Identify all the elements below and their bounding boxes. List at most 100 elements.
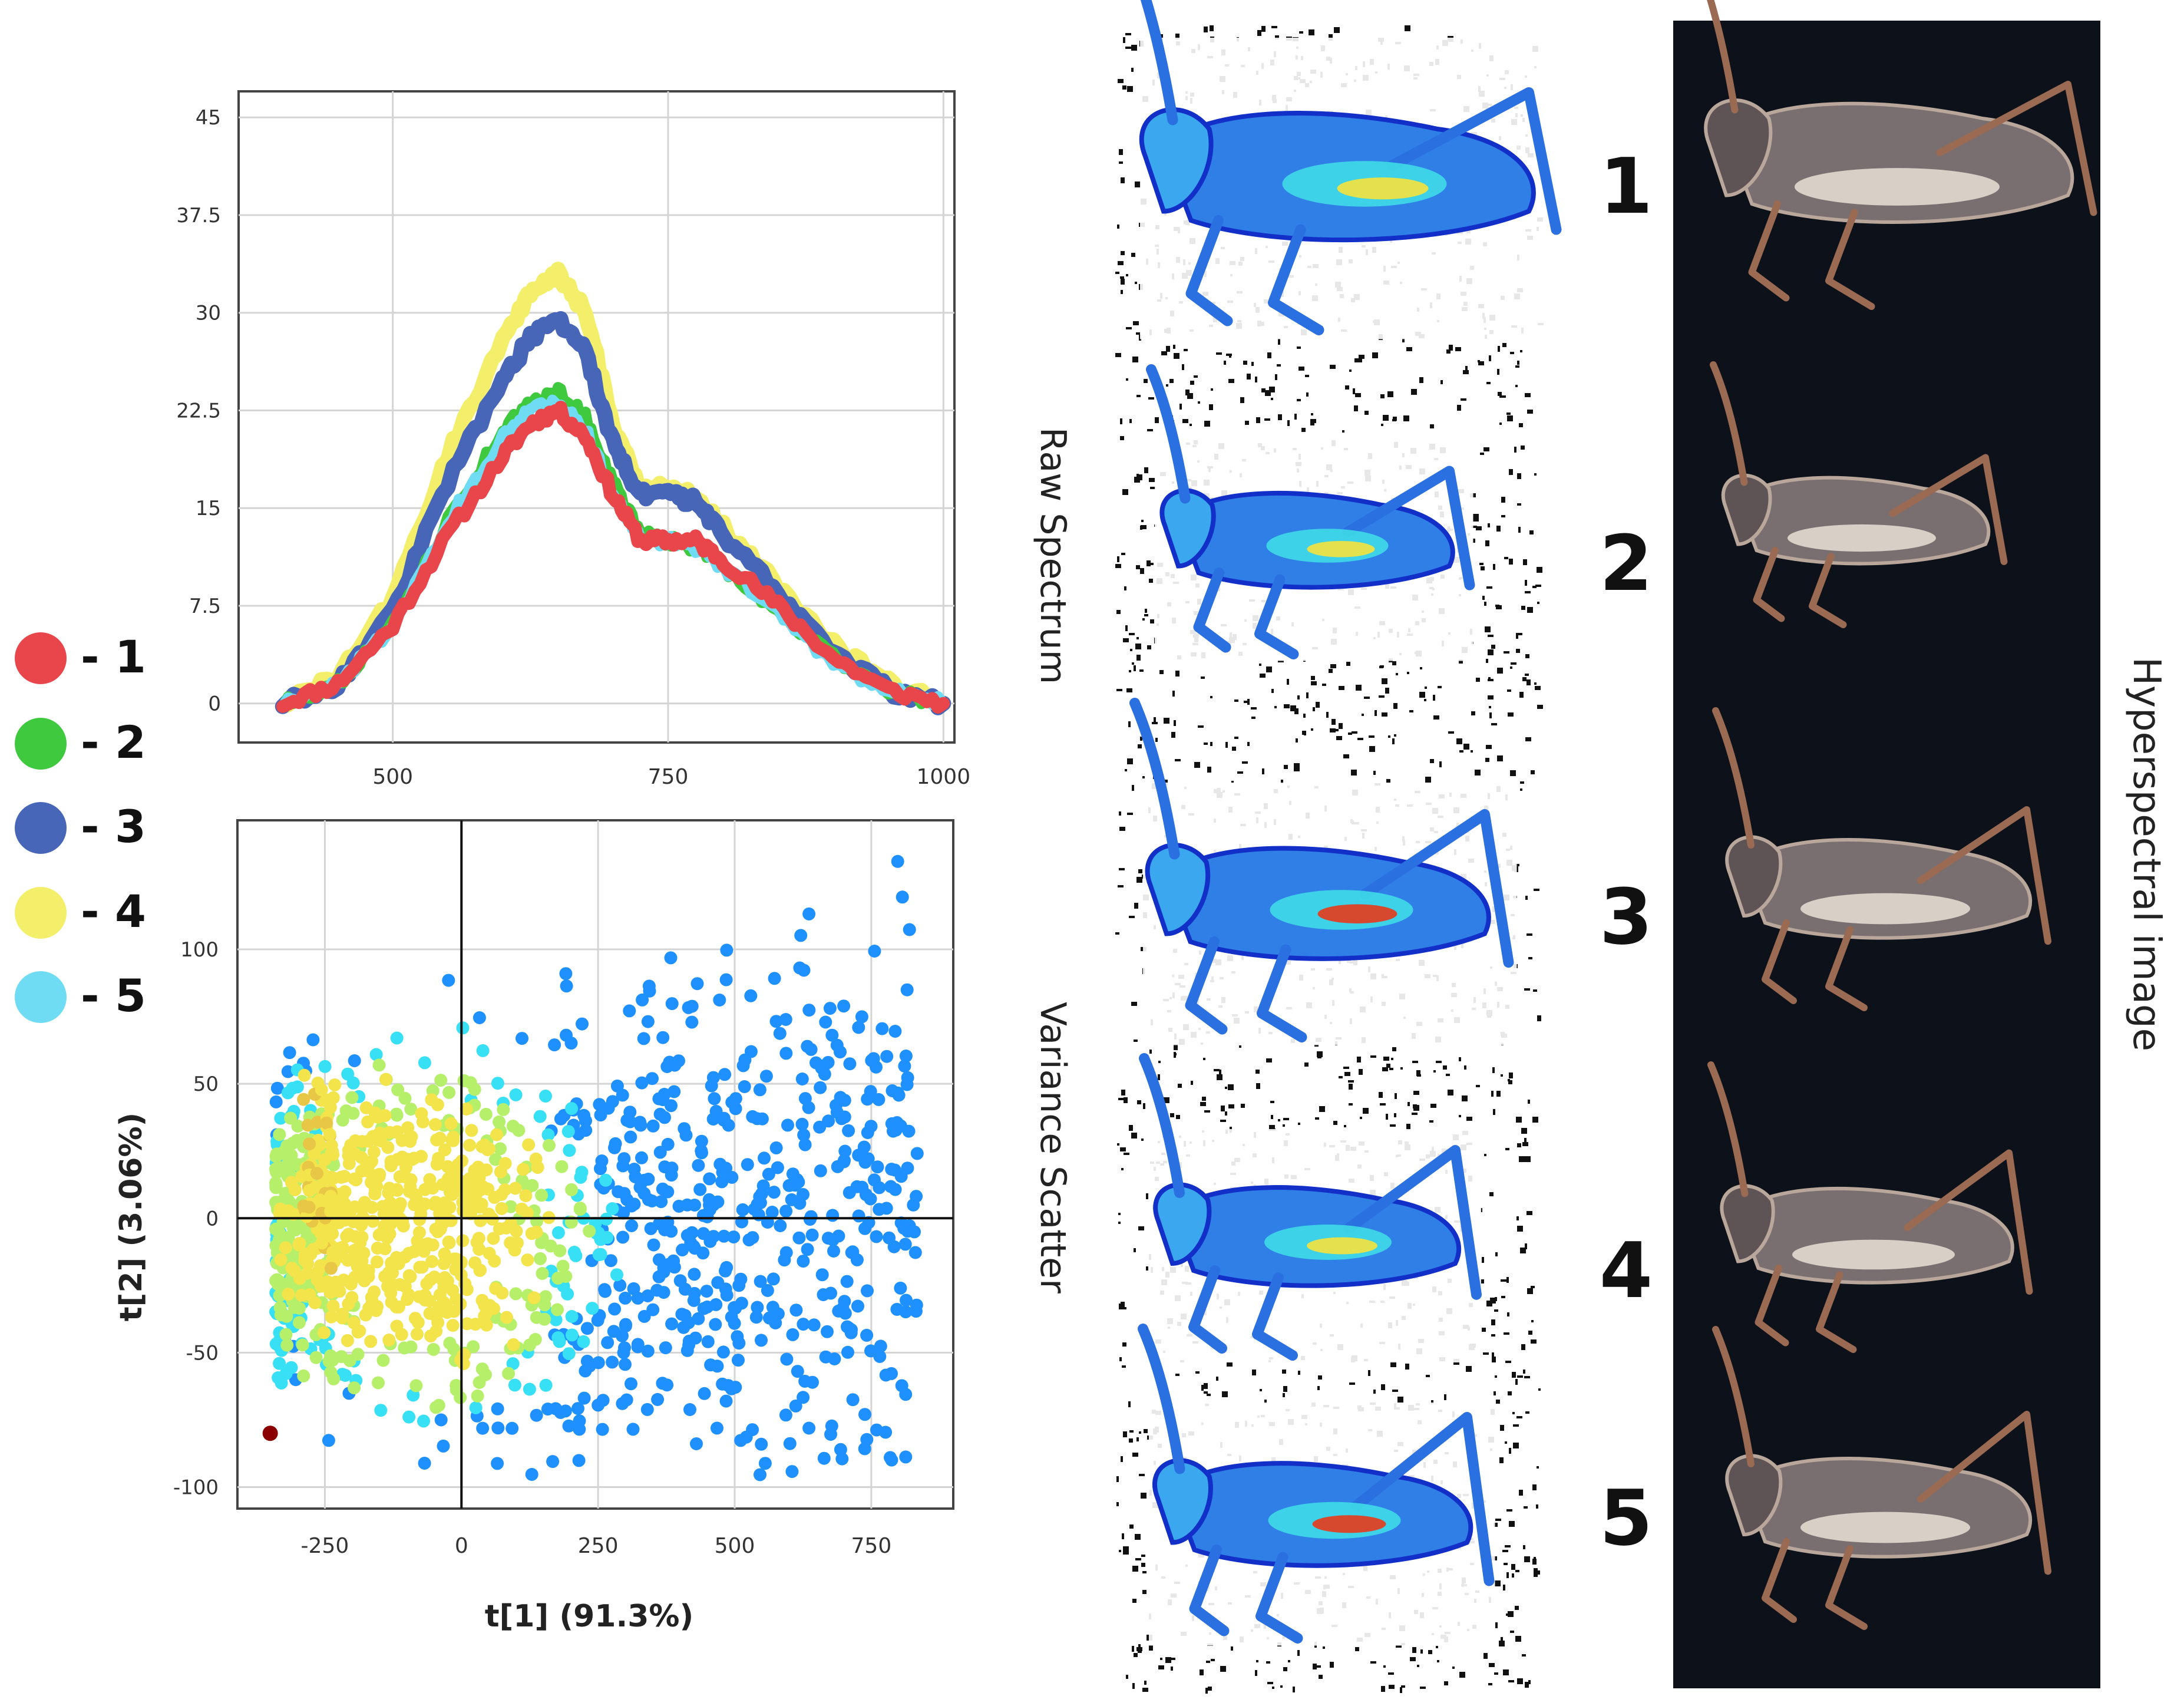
noise-speck [1141,520,1144,522]
noise-speck [1480,1279,1484,1283]
scatter-point [700,1285,713,1298]
scatter-point [888,1025,902,1038]
noise-speck [1158,1074,1160,1080]
variance-insect-hotspot [1312,1515,1386,1533]
scatter-point [786,1328,799,1341]
noise-speck [1531,1320,1534,1322]
noise-speck [1501,1074,1503,1077]
noise-speck [1528,1100,1530,1104]
noise-speck [1226,354,1232,356]
scatter-point [392,1201,406,1215]
scatter-point [511,1236,524,1250]
legend-swatch-blue [15,802,67,854]
scatter-point [329,1216,343,1230]
scatter-point [418,1457,431,1470]
scatter-point [409,1379,423,1392]
scatter-point [454,1391,467,1404]
scatter-point [705,1079,718,1093]
scatter-point [855,1010,868,1024]
noise-speck [1486,382,1491,384]
noise-speck [1231,1646,1233,1651]
noise-speck [1203,1058,1205,1060]
noise-speck [1522,677,1527,681]
noise-speck [1515,1570,1519,1572]
scatter-y-axis-label: t[2] (3.06%) [114,1113,149,1322]
scatter-point [342,1298,355,1311]
scatter-point [583,1225,596,1238]
scatter-point [668,1085,681,1098]
scatter-point [814,1164,827,1177]
noise-speck [1184,349,1188,351]
noise-speck [1119,868,1125,870]
noise-speck [1504,557,1508,559]
noise-speck [1311,681,1317,685]
noise-speck [1207,1394,1211,1396]
scatter-point [577,1335,590,1348]
hyperspectral-insect-head [1725,835,1783,918]
scatter-point [755,1334,768,1347]
noise-speck [1309,29,1314,35]
noise-speck [1478,360,1480,362]
scatter-point [508,1378,521,1392]
scatter-point [695,1134,708,1148]
scatter-zero-axes [237,820,953,1509]
noise-speck [1390,1124,1396,1127]
scatter-point [692,1159,705,1172]
scatter-point [651,1392,665,1406]
noise-speck [1283,1393,1285,1397]
noise-speck [1120,276,1124,279]
legend-item-4: - 4 [15,882,156,941]
noise-speck [1537,705,1543,709]
legend-item-1: - 1 [15,628,156,687]
scatter-point [318,1060,332,1073]
noise-speck [1449,345,1453,351]
noise-speck [1382,712,1387,717]
scatter-point [902,1124,916,1138]
scatter-point [345,1091,359,1104]
noise-speck [1161,34,1163,40]
scatter-point [372,1058,386,1072]
noise-speck [1278,660,1284,662]
scatter-point [399,1161,412,1174]
noise-speck [1228,1104,1234,1108]
noise-speck [1132,357,1138,362]
scatter-point [374,1404,388,1417]
noise-speck [1275,374,1277,380]
scatter-point [309,1351,323,1364]
variance-insect-head [1145,843,1211,936]
noise-speck [1501,497,1505,503]
scatter-point [697,1302,711,1315]
scatter-point [327,1372,341,1385]
hyperspectral-images-panel [1673,0,2100,1688]
scatter-point [297,1093,310,1106]
noise-speck [1118,79,1124,83]
noise-speck [1436,1061,1442,1063]
noise-speck [1142,618,1145,621]
noise-speck [1179,404,1182,410]
noise-speck [1506,1509,1512,1512]
noise-speck [1121,1168,1124,1170]
scatter-point [690,1437,703,1450]
noise-speck [1489,1192,1494,1196]
noise-speck [1333,729,1339,731]
variance-insect-hotspot [1337,177,1429,200]
noise-speck [1125,33,1131,35]
scatter-point [315,1236,329,1250]
noise-speck [1251,707,1257,710]
scatter-point [539,1378,553,1392]
scatter-point [673,1274,687,1288]
noise-speck [1154,717,1156,723]
noise-speck [1271,398,1273,400]
scatter-point [494,1142,507,1156]
noise-speck [1214,1069,1220,1071]
scatter-point [475,1362,489,1376]
scatter-point [860,1328,874,1342]
scatter-point [860,1433,874,1446]
noise-speck [1459,1057,1461,1061]
noise-speck [1508,1080,1512,1084]
scatter-point [280,1309,293,1323]
noise-speck [1314,1044,1319,1047]
variance-insect-3 [1129,698,1517,1045]
noise-speck [1287,420,1290,426]
scatter-point [795,1073,809,1085]
